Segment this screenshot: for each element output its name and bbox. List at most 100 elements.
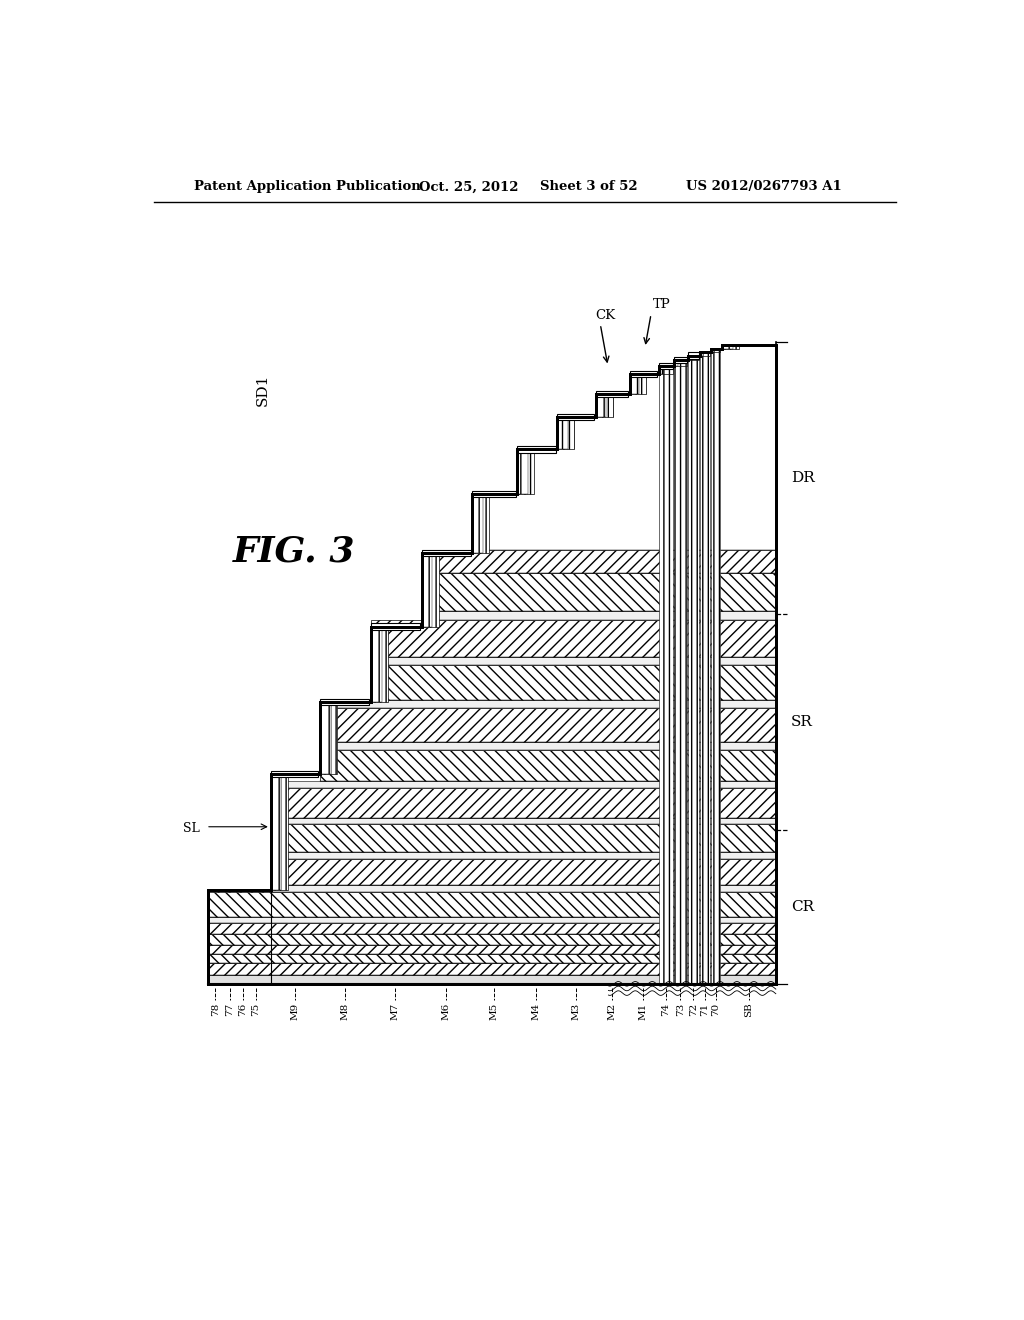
Bar [319,702,331,775]
Text: 72: 72 [689,1002,698,1015]
Bar [371,627,388,702]
Bar [319,700,370,705]
Bar [208,933,776,945]
Bar [517,450,535,494]
Bar [596,391,628,397]
Bar [630,374,639,395]
Bar [517,446,556,453]
Bar [711,350,714,352]
Bar [674,360,686,367]
Bar [711,350,720,352]
Text: 70: 70 [712,1002,720,1015]
Text: 77: 77 [225,1002,234,1015]
Text: 76: 76 [239,1002,248,1015]
Text: M3: M3 [571,1002,581,1019]
Bar [319,708,776,742]
Text: 78: 78 [211,1002,220,1015]
Bar [596,395,606,417]
Text: M2: M2 [607,1002,616,1019]
Bar [658,366,664,374]
Bar [472,491,515,498]
Bar [208,917,776,923]
Text: TP: TP [652,298,671,312]
Bar [270,775,282,890]
Bar [700,352,710,983]
Bar [208,890,270,983]
Bar [371,623,420,630]
Bar [270,817,776,825]
Text: M5: M5 [489,1002,499,1019]
Bar [722,345,733,350]
Bar [711,350,720,983]
Bar [596,395,612,417]
Text: CR: CR [792,900,814,913]
Bar [700,352,710,355]
Polygon shape [208,345,776,983]
Bar [270,859,776,886]
Bar [208,923,776,933]
Text: M1: M1 [639,1002,648,1019]
Bar [472,494,483,553]
Bar [422,553,438,627]
Bar [371,656,776,665]
Bar [319,701,776,708]
Bar [208,964,776,974]
Bar [630,374,646,395]
Bar [371,665,776,701]
Bar [208,974,776,983]
Bar [208,945,776,954]
Text: M4: M4 [531,1002,541,1019]
Bar [270,825,776,853]
Text: SD1: SD1 [256,374,270,405]
Bar [658,366,673,374]
Bar [270,788,776,817]
Bar [270,780,776,788]
Bar [270,775,288,890]
Text: SL: SL [183,822,200,834]
Text: CK: CK [596,309,615,322]
Text: 75: 75 [252,1002,260,1015]
Bar [422,549,776,573]
Bar [688,355,691,360]
Bar [472,494,489,553]
Text: DR: DR [792,471,815,484]
Text: M9: M9 [290,1002,299,1019]
Bar [319,702,337,775]
Text: Patent Application Publication: Patent Application Publication [194,181,421,194]
Bar [557,417,568,449]
Bar [270,771,318,777]
Bar [422,573,776,611]
Text: M7: M7 [391,1002,400,1019]
Bar [422,611,776,619]
Text: FIG. 3: FIG. 3 [233,535,355,568]
Bar [319,742,776,750]
Bar [688,355,698,983]
Bar [371,619,776,656]
Bar [371,627,382,702]
Text: Oct. 25, 2012: Oct. 25, 2012 [419,181,519,194]
Text: SR: SR [792,715,813,729]
Bar [270,886,776,892]
Bar [722,345,739,350]
Bar [674,360,678,367]
Bar [208,892,776,917]
Bar [658,363,673,370]
Bar [688,352,698,359]
Bar [422,549,471,556]
Bar [517,450,528,494]
Text: M6: M6 [441,1002,451,1019]
Bar [557,414,594,420]
Bar [270,853,776,859]
Bar [319,750,776,780]
Text: 74: 74 [662,1002,671,1015]
Text: 71: 71 [700,1002,710,1015]
Text: US 2012/0267793 A1: US 2012/0267793 A1 [686,181,843,194]
Bar [208,890,270,983]
Bar [674,358,686,363]
Bar [674,360,686,983]
Bar [630,371,657,378]
Bar [208,954,776,964]
Text: Sheet 3 of 52: Sheet 3 of 52 [541,181,638,194]
Bar [422,553,432,627]
Text: 73: 73 [676,1002,685,1015]
